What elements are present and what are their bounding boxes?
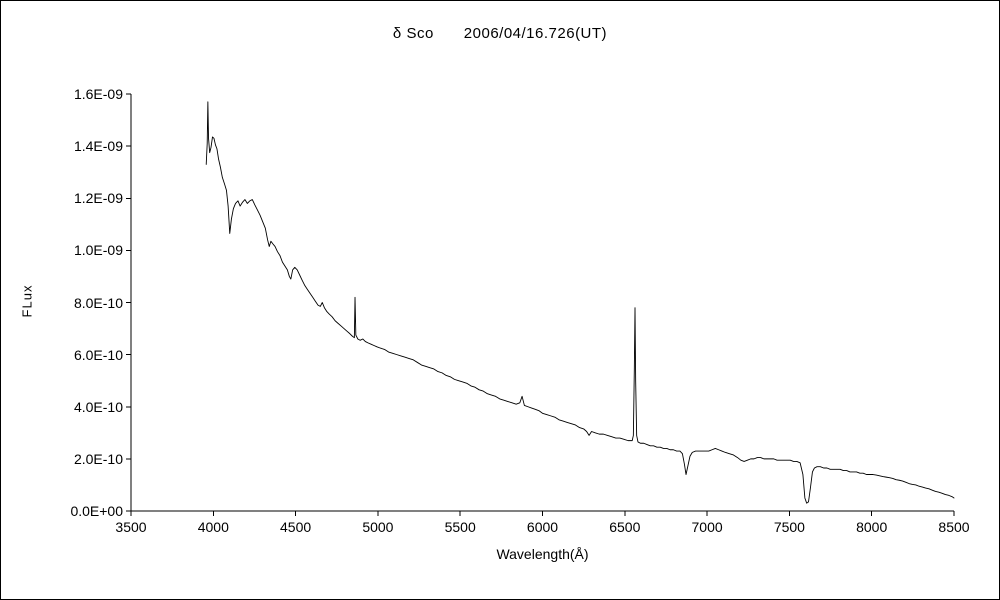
y-tick-label: 4.0E-10	[73, 398, 123, 415]
x-tick-label: 4500	[280, 519, 312, 535]
x-tick-label: 5500	[444, 519, 476, 535]
x-axis-label: Wavelength(Å)	[496, 546, 589, 562]
x-tick-label: 7500	[773, 519, 805, 535]
y-axis-label: FLux	[19, 284, 35, 318]
y-tick-label: 6.0E-10	[73, 346, 123, 363]
chart-title-object: δ Sco	[392, 25, 434, 42]
x-tick-label: 6000	[526, 519, 559, 535]
y-tick-label: 1.2E-09	[73, 190, 123, 207]
chart-title-datetime: 2006/04/16.726(UT)	[463, 25, 608, 42]
y-tick-label: 0.0E+00	[70, 503, 123, 519]
x-tick-label: 5000	[362, 519, 394, 535]
x-tick-label: 7000	[691, 519, 723, 535]
x-tick-label: 8000	[856, 519, 888, 535]
x-tick-label: 8500	[938, 519, 970, 535]
y-tick-label: 1.4E-09	[73, 138, 123, 155]
x-tick-label: 6500	[609, 519, 641, 535]
x-tick-label: 4000	[197, 519, 229, 535]
y-tick-label: 1.6E-09	[73, 86, 123, 102]
spectrum-line	[205, 101, 955, 504]
chart-title: δ Sco 2006/04/16.726(UT)	[1, 25, 999, 42]
y-tick-label: 1.0E-09	[73, 242, 123, 259]
y-tick-label: 2.0E-10	[73, 450, 123, 467]
y-tick-label: 8.0E-10	[73, 294, 123, 311]
x-tick-label: 3500	[115, 519, 147, 535]
